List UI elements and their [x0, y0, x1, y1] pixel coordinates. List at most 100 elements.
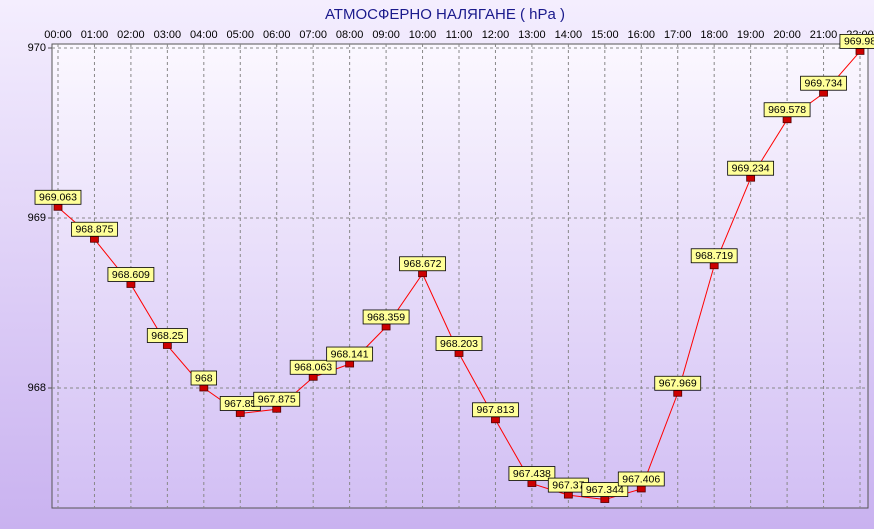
x-tick-label: 18:00 [700, 29, 728, 41]
value-label-box [727, 160, 775, 176]
x-tick-label: 05:00 [227, 29, 255, 41]
value-label-box [34, 189, 82, 205]
value-label-text: 968.063 [294, 362, 332, 374]
point [782, 116, 792, 124]
value-label: 967.969 [654, 375, 702, 391]
value-label-box [362, 309, 410, 325]
value-label-text: 969.734 [805, 78, 843, 90]
value-label-box [253, 391, 301, 407]
value-label-box [839, 34, 874, 49]
x-tick-label: 10:00 [409, 29, 437, 41]
value-label-text: 968.875 [75, 224, 113, 236]
value-label-text: 968.359 [367, 311, 405, 323]
value-label: 967.438 [508, 466, 556, 481]
point [162, 342, 172, 349]
value-label-box [508, 466, 556, 481]
value-label: 968.141 [326, 346, 374, 362]
value-label-text: 967.406 [622, 473, 660, 485]
value-label-box [581, 482, 629, 497]
point [272, 405, 282, 413]
point [563, 491, 573, 499]
value-label: 968 [190, 370, 217, 386]
value-label-text: 967.85 [224, 398, 256, 410]
value-label: 968.359 [362, 309, 410, 325]
value-label: 968.063 [289, 359, 337, 375]
point [709, 262, 719, 270]
x-tick-label: 04:00 [190, 29, 218, 41]
x-tick-label: 13:00 [518, 29, 546, 41]
value-label-box [800, 75, 847, 91]
value-label-text: 967.37 [552, 479, 584, 491]
x-tick-label: 12:00 [482, 29, 510, 41]
x-tick-label: 00:00 [44, 29, 72, 41]
x-tick-label: 08:00 [336, 29, 364, 41]
x-tick-label: 03:00 [154, 29, 182, 41]
value-label: 968.609 [107, 267, 155, 282]
x-tick-label: 21:00 [810, 29, 838, 41]
x-tick-label: 11:00 [446, 29, 473, 41]
value-label-box [617, 471, 665, 487]
x-tick-label: 02:00 [117, 29, 145, 41]
value-label-box [690, 248, 738, 264]
y-tick-label: 969 [28, 212, 46, 224]
value-label-text: 967.344 [586, 484, 624, 496]
value-label-text: 968.609 [112, 269, 150, 281]
point [600, 496, 610, 503]
x-tick-label: 15:00 [591, 29, 619, 41]
value-label-text: 968.203 [440, 338, 478, 350]
y-tick-label: 968 [28, 382, 46, 394]
value-label: 968.875 [71, 221, 118, 237]
value-label-box [190, 370, 217, 386]
value-label-text: 968.672 [404, 258, 442, 270]
value-label: 967.875 [253, 391, 301, 407]
value-label: 967.406 [617, 471, 665, 487]
x-tick-label: 17:00 [664, 29, 692, 41]
value-label-text: 968.25 [151, 330, 183, 342]
x-tick-label: 07:00 [299, 29, 327, 41]
point [381, 323, 391, 331]
value-label-text: 967.813 [476, 404, 514, 416]
value-label: 968.672 [399, 256, 446, 272]
value-label-text: 967.875 [258, 394, 296, 406]
value-label-box [71, 221, 118, 237]
value-label: 968.719 [690, 248, 738, 264]
point [199, 384, 209, 392]
value-label-box [146, 328, 188, 343]
value-label: 969.063 [34, 189, 82, 205]
value-label: 969.578 [763, 102, 811, 118]
point [673, 389, 683, 397]
value-label: 969.234 [727, 160, 775, 176]
point [746, 174, 756, 182]
y-tick-label: 970 [28, 42, 46, 54]
point [90, 235, 99, 243]
plot-area [51, 43, 869, 509]
point [855, 48, 865, 55]
value-label-text: 968.141 [331, 348, 369, 360]
value-label-box [289, 359, 337, 375]
value-label-text: 969.578 [768, 104, 806, 116]
value-label-text: 969.063 [39, 192, 77, 204]
value-label-box [107, 267, 155, 282]
value-label: 969.98 [839, 34, 874, 49]
value-label: 968.203 [435, 336, 483, 351]
value-label-text: 967.969 [659, 378, 697, 390]
value-label: 967.344 [581, 482, 629, 497]
point [491, 416, 500, 424]
point [819, 89, 828, 97]
x-tick-label: 01:00 [81, 29, 109, 41]
value-label: 969.734 [800, 75, 847, 91]
value-label: 967.85 [219, 396, 261, 411]
x-tick-label: 14:00 [555, 29, 583, 41]
x-tick-label: 06:00 [263, 29, 291, 41]
point [418, 270, 427, 278]
value-label-text: 967.438 [513, 468, 551, 480]
value-label-text: 968 [195, 372, 213, 384]
value-label-box [763, 102, 811, 118]
value-label-box [326, 346, 374, 362]
value-label-text: 969.234 [732, 163, 770, 175]
point [454, 350, 464, 357]
value-label-box [472, 402, 519, 418]
value-label: 967.813 [472, 402, 519, 418]
point [235, 410, 245, 417]
